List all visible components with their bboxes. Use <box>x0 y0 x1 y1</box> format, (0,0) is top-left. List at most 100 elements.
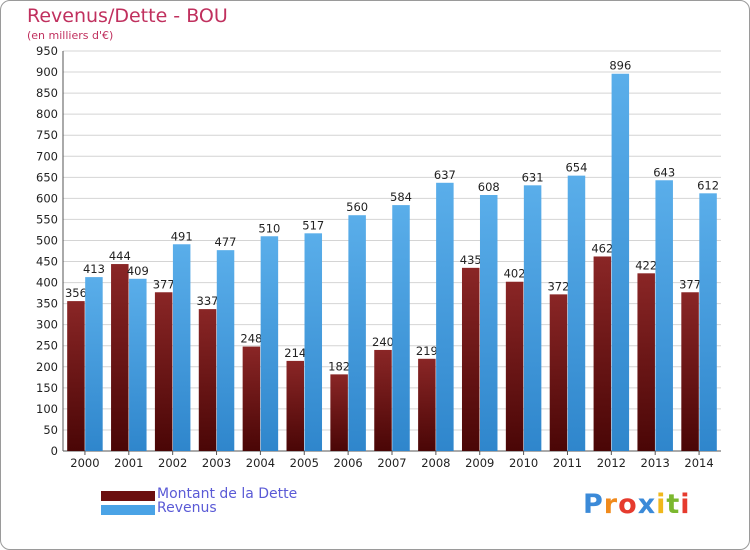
data-label-revenus: 409 <box>127 264 149 278</box>
data-label-dette: 214 <box>284 346 306 360</box>
data-label-revenus: 560 <box>346 200 368 214</box>
x-tick-label: 2001 <box>114 456 143 470</box>
bar-dette <box>505 281 524 451</box>
bar-dette <box>593 256 612 451</box>
bar-dette <box>67 301 85 451</box>
data-label-dette: 372 <box>547 279 569 293</box>
y-tick-label: 200 <box>36 360 58 374</box>
bar-revenus <box>216 250 235 451</box>
data-label-dette: 337 <box>197 294 219 308</box>
y-tick-label: 600 <box>36 191 58 205</box>
bar-dette <box>330 374 348 451</box>
x-tick-label: 2009 <box>465 456 494 470</box>
x-tick-label: 2011 <box>553 456 582 470</box>
bar-revenus <box>85 277 103 451</box>
logo-letter: x <box>637 489 657 520</box>
data-label-revenus: 637 <box>434 168 456 182</box>
bar-revenus <box>260 236 279 451</box>
data-label-dette: 356 <box>65 286 87 300</box>
bar-dette <box>418 358 436 451</box>
data-label-dette: 240 <box>372 335 394 349</box>
y-tick-label: 350 <box>36 297 58 311</box>
data-label-revenus: 584 <box>390 190 412 204</box>
x-tick-label: 2000 <box>70 456 99 470</box>
x-tick-label: 2007 <box>377 456 406 470</box>
data-label-revenus: 477 <box>215 235 237 249</box>
y-tick-label: 550 <box>36 212 58 226</box>
logo-letter: t <box>666 489 681 520</box>
bar-revenus <box>172 244 191 451</box>
x-tick-label: 2005 <box>290 456 319 470</box>
y-tick-label: 900 <box>36 65 58 79</box>
y-tick-label: 700 <box>36 149 58 163</box>
x-tick-label: 2013 <box>641 456 670 470</box>
data-label-revenus: 608 <box>478 180 500 194</box>
bar-dette <box>198 309 217 451</box>
data-label-revenus: 631 <box>522 170 544 184</box>
chart-title: Revenus/Dette - BOU <box>27 5 228 27</box>
bar-revenus <box>611 73 630 451</box>
logo-letter: P <box>583 489 604 520</box>
y-tick-label: 250 <box>36 339 58 353</box>
y-tick-label: 400 <box>36 276 58 290</box>
x-tick-label: 2010 <box>509 456 538 470</box>
data-label-revenus: 643 <box>653 165 675 179</box>
bar-dette <box>461 267 480 451</box>
x-tick-label: 2006 <box>333 456 362 470</box>
data-label-revenus: 654 <box>565 161 587 175</box>
legend-label-dette: Montant de la Dette <box>157 486 298 502</box>
logo-letter: r <box>603 489 619 520</box>
data-label-revenus: 491 <box>171 229 193 243</box>
data-label-dette: 435 <box>460 253 482 267</box>
bar-revenus <box>523 185 542 451</box>
data-label-revenus: 510 <box>258 221 280 235</box>
bar-revenus <box>436 182 454 451</box>
proxiti-logo: Proxiti <box>583 489 691 520</box>
chart-subtitle: (en milliers d'€) <box>27 29 114 42</box>
bar-revenus <box>348 215 366 451</box>
data-label-dette: 422 <box>635 258 657 272</box>
bar-revenus <box>655 180 673 451</box>
data-label-dette: 248 <box>240 332 262 346</box>
legend-swatch-dette <box>101 491 155 501</box>
data-label-revenus: 413 <box>83 262 105 276</box>
bar-dette <box>374 349 392 451</box>
y-tick-label: 950 <box>36 44 58 58</box>
bar-dette <box>154 292 173 451</box>
data-label-dette: 182 <box>328 359 350 373</box>
data-label-revenus: 517 <box>302 218 324 232</box>
y-tick-label: 50 <box>43 423 58 437</box>
x-tick-label: 2002 <box>158 456 187 470</box>
logo-letter: i <box>680 489 691 520</box>
bar-dette <box>681 292 699 451</box>
data-label-dette: 377 <box>153 277 175 291</box>
data-label-dette: 462 <box>591 241 613 255</box>
x-tick-label: 2003 <box>202 456 231 470</box>
y-tick-label: 850 <box>36 86 58 100</box>
data-label-dette: 444 <box>109 249 131 263</box>
legend-swatch-revenus <box>101 505 155 515</box>
y-tick-label: 450 <box>36 255 58 269</box>
x-tick-label: 2014 <box>684 456 713 470</box>
data-label-dette: 402 <box>504 267 526 281</box>
data-label-revenus: 896 <box>609 59 631 73</box>
data-label-dette: 377 <box>679 277 701 291</box>
bar-dette <box>111 264 129 451</box>
bar-dette <box>637 273 655 451</box>
y-tick-label: 800 <box>36 107 58 121</box>
bar-revenus <box>392 205 410 451</box>
bar-revenus <box>699 193 717 451</box>
y-tick-label: 650 <box>36 170 58 184</box>
x-tick-label: 2004 <box>246 456 275 470</box>
data-label-revenus: 612 <box>697 178 719 192</box>
bar-revenus <box>479 195 498 451</box>
bar-revenus <box>304 233 323 451</box>
y-tick-label: 150 <box>36 381 58 395</box>
y-tick-label: 300 <box>36 318 58 332</box>
y-tick-label: 0 <box>51 444 58 458</box>
x-tick-label: 2008 <box>421 456 450 470</box>
y-tick-label: 500 <box>36 233 58 247</box>
bar-revenus <box>567 175 586 451</box>
logo-letter: i <box>656 489 667 520</box>
